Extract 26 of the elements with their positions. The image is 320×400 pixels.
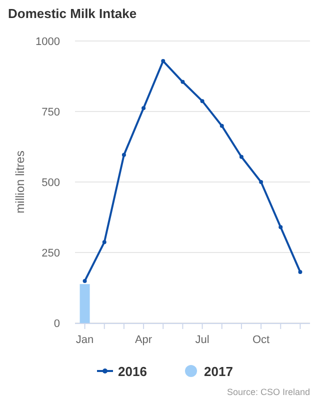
y-tick-label: 1000 xyxy=(36,36,60,48)
chart-title: Domestic Milk Intake xyxy=(8,6,137,21)
point xyxy=(259,180,264,184)
x-tick-label: Apr xyxy=(134,334,152,346)
point xyxy=(278,225,283,230)
point xyxy=(239,154,244,159)
y-tick-label: 750 xyxy=(42,106,60,118)
point xyxy=(200,99,204,104)
source-note: Source: CSO Ireland xyxy=(226,387,310,397)
point xyxy=(298,270,302,274)
legend-label: 2016 xyxy=(118,364,147,379)
y-axis-title: million litres xyxy=(13,150,27,214)
y-tick-label: 0 xyxy=(54,318,60,330)
y-tick-label: 500 xyxy=(42,177,60,189)
point xyxy=(102,240,106,244)
point xyxy=(82,278,87,283)
x-tick-label: Jul xyxy=(195,334,210,346)
y-tick-label: 250 xyxy=(42,248,60,260)
x-tick-label: Oct xyxy=(252,334,270,346)
point xyxy=(161,59,166,64)
point xyxy=(180,80,185,84)
x-tick-label: Jan xyxy=(76,334,94,346)
point xyxy=(122,152,126,157)
legend-label: 2017 xyxy=(204,364,233,379)
point xyxy=(142,106,146,110)
point xyxy=(220,124,224,128)
